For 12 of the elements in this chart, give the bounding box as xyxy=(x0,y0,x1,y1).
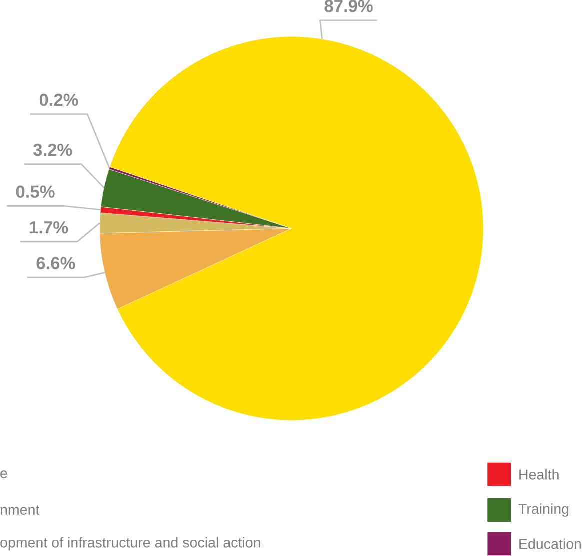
text: e xyxy=(0,470,8,479)
legend-label: Health xyxy=(520,469,559,480)
text: opment of infrastructure and social action xyxy=(0,537,260,551)
text: nment xyxy=(0,506,40,516)
data-label: 1.7% xyxy=(30,222,68,234)
data-label: 6.6% xyxy=(36,257,76,270)
data-label: 87.9% xyxy=(324,0,373,12)
data-label: 3.2% xyxy=(34,144,72,156)
legend-label: Training xyxy=(518,504,569,518)
legend-label: Education xyxy=(520,538,582,550)
data-label: 0.5% xyxy=(16,186,55,198)
data-label: 0.2% xyxy=(40,94,78,106)
